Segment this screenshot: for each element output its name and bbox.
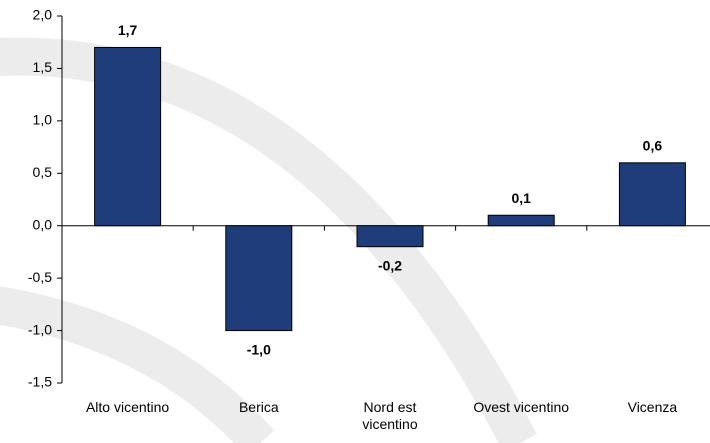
y-tick-label: -1,5: [28, 374, 52, 390]
y-tick-label: 0,5: [33, 164, 53, 180]
value-label: 1,7: [118, 22, 138, 38]
bar: [487, 214, 555, 227]
x-tick-label: Ovest vicentino: [473, 399, 570, 415]
value-label: 0,6: [643, 138, 663, 154]
x-tick-label: Nord est vicentino: [362, 399, 418, 432]
y-tick-label: 1,5: [33, 59, 53, 75]
x-tick-label: Berica: [238, 399, 279, 415]
bar: [618, 162, 686, 227]
value-label: -1,0: [247, 341, 271, 357]
x-tick-label: Vicenza: [627, 399, 678, 415]
value-label: -0,2: [378, 257, 402, 273]
x-tick-label: Alto vicentino: [85, 399, 170, 415]
y-tick-label: -0,5: [28, 269, 52, 285]
background-decoration: [0, 37, 537, 443]
bar: [94, 46, 162, 227]
y-tick-label: 2,0: [33, 7, 53, 23]
y-tick-label: -1,0: [28, 321, 52, 337]
value-label: 0,1: [511, 190, 531, 206]
bar: [356, 225, 424, 248]
y-tick-label: 1,0: [33, 112, 53, 128]
y-tick-label: 0,0: [33, 216, 53, 232]
bar: [225, 225, 293, 332]
